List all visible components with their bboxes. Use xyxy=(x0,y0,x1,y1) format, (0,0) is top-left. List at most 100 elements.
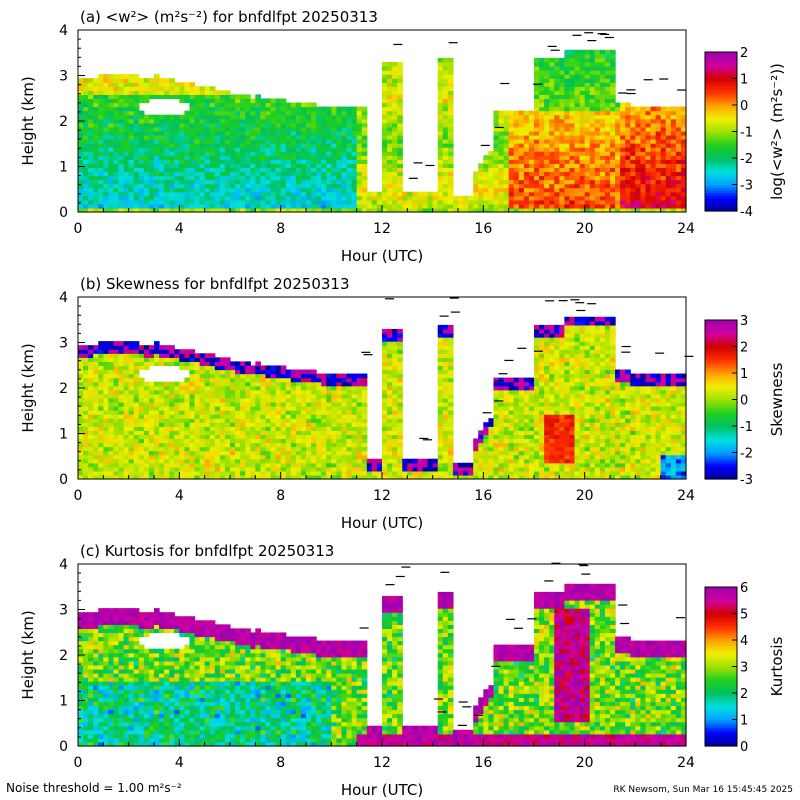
heatmap-cell xyxy=(625,114,631,120)
heatmap-cell xyxy=(113,369,120,375)
heatmap-cell xyxy=(123,106,130,112)
heatmap-cell xyxy=(518,130,525,136)
heatmap-cell xyxy=(584,167,591,173)
heatmap-cell xyxy=(88,118,94,124)
heatmap-cell xyxy=(630,143,636,148)
heatmap-cell xyxy=(630,139,636,144)
heatmap-cell xyxy=(473,199,479,205)
heatmap-cell xyxy=(523,163,530,168)
heatmap-cell xyxy=(224,361,231,367)
heatmap-cell xyxy=(392,122,398,128)
heatmap-cell xyxy=(240,183,246,189)
heatmap-cell xyxy=(610,175,616,181)
heatmap-cell xyxy=(235,406,241,411)
heatmap-cell xyxy=(219,454,226,460)
heatmap-cell xyxy=(224,393,231,399)
heatmap-cell xyxy=(300,147,307,152)
heatmap-cell xyxy=(280,414,287,419)
heatmap-cell xyxy=(123,86,130,91)
heatmap-cell xyxy=(260,139,267,144)
heatmap-cell xyxy=(311,171,317,177)
heatmap-cell xyxy=(209,381,216,387)
heatmap-cell xyxy=(675,195,682,201)
heatmap-cell xyxy=(655,159,662,164)
heatmap-cell xyxy=(341,422,348,427)
heatmap-cell xyxy=(204,171,211,177)
heatmap-cell xyxy=(594,126,601,132)
heatmap-cell xyxy=(341,397,348,403)
heatmap-cell xyxy=(574,179,581,185)
heatmap-cell xyxy=(164,446,170,452)
heatmap-cell xyxy=(660,134,667,140)
heatmap-cell xyxy=(240,470,246,476)
heatmap-cell xyxy=(184,365,191,371)
heatmap-cell xyxy=(331,430,337,435)
heatmap-cell xyxy=(108,410,115,415)
heatmap-cell xyxy=(194,454,201,460)
heatmap-cell xyxy=(604,163,611,168)
heatmap-cell xyxy=(382,191,388,197)
heatmap-cell xyxy=(123,349,130,354)
heatmap-cell xyxy=(569,61,576,67)
heatmap-cell xyxy=(584,191,591,197)
heatmap-cell xyxy=(300,151,307,156)
heatmap-cell xyxy=(427,199,434,205)
heatmap-cell xyxy=(159,401,165,407)
heatmap-cell xyxy=(209,442,216,448)
heatmap-cell xyxy=(589,86,596,91)
heatmap-cell xyxy=(564,122,571,128)
heatmap-cell xyxy=(235,377,241,383)
heatmap-cell xyxy=(179,393,185,399)
heatmap-cell xyxy=(508,171,515,177)
heatmap-cell xyxy=(285,466,292,472)
heatmap-cell xyxy=(346,110,353,116)
heatmap-cell xyxy=(189,199,196,205)
heatmap-cell xyxy=(224,179,231,185)
heatmap-cell xyxy=(123,139,130,144)
heatmap-cell xyxy=(382,98,388,104)
heatmap-cell xyxy=(589,70,596,75)
heatmap-cell xyxy=(331,462,337,468)
heatmap-cell xyxy=(321,401,327,407)
heatmap-cell xyxy=(240,147,246,152)
heatmap-cell xyxy=(655,155,662,160)
heatmap-cell xyxy=(189,195,196,201)
heatmap-cell xyxy=(275,171,282,177)
heatmap-cell xyxy=(280,139,287,144)
heatmap-cell xyxy=(447,74,454,79)
heatmap-cell xyxy=(528,155,535,160)
heatmap-cell xyxy=(78,442,84,448)
heatmap-cell xyxy=(138,195,145,201)
heatmap-cell xyxy=(184,114,191,120)
heatmap-cell xyxy=(483,203,489,209)
heatmap-cell xyxy=(361,191,368,197)
heatmap-cell xyxy=(265,470,272,476)
heatmap-cell xyxy=(503,163,510,168)
heatmap-cell xyxy=(655,122,662,128)
heatmap-cell xyxy=(442,86,449,91)
heatmap-cell xyxy=(154,139,160,144)
heatmap-cell xyxy=(620,114,626,120)
heatmap-cell xyxy=(680,139,687,144)
heatmap-cell xyxy=(594,98,601,104)
heatmap-cell xyxy=(640,167,647,173)
heatmap-cell xyxy=(184,377,191,383)
heatmap-cell xyxy=(599,191,606,197)
heatmap-cell xyxy=(493,191,500,197)
heatmap-cell xyxy=(265,381,272,387)
heatmap-cell xyxy=(351,171,358,177)
heatmap-cell xyxy=(311,381,317,387)
heatmap-cell xyxy=(93,470,99,476)
heatmap-cell xyxy=(675,118,682,124)
heatmap-cell xyxy=(584,203,591,209)
heatmap-cell xyxy=(184,426,191,431)
heatmap-cell xyxy=(103,406,109,411)
heatmap-cell xyxy=(549,86,555,91)
heatmap-cell xyxy=(346,171,353,177)
heatmap-cell xyxy=(78,450,84,456)
heatmap-cell xyxy=(285,155,292,160)
heatmap-cell xyxy=(615,126,621,132)
heatmap-cell xyxy=(260,406,267,411)
heatmap-cell xyxy=(625,195,631,201)
heatmap-cell xyxy=(488,167,495,173)
